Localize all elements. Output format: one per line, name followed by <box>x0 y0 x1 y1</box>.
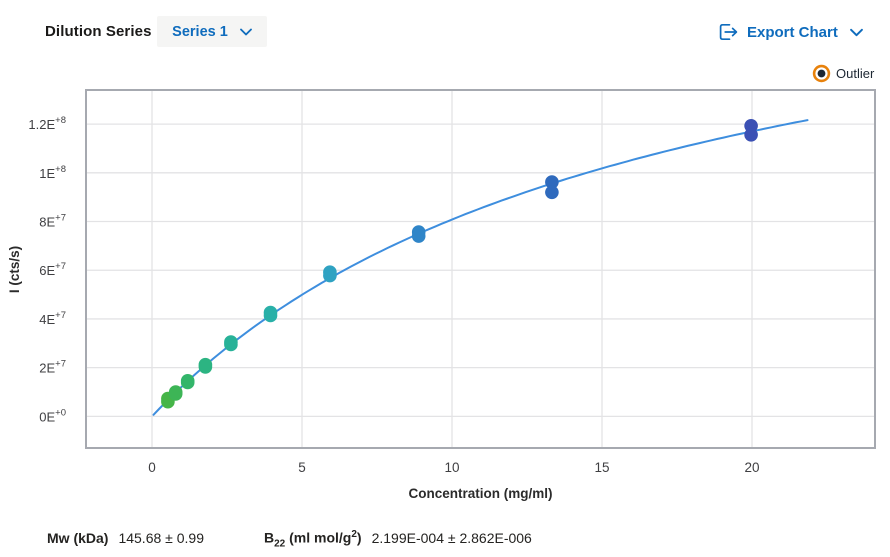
x-axis-title: Concentration (mg/ml) <box>408 486 553 501</box>
x-tick-label: 15 <box>594 460 609 475</box>
mw-label: Mw (kDa) <box>47 529 109 546</box>
data-point[interactable] <box>545 185 559 200</box>
y-tick-label: 2E+7 <box>39 359 66 376</box>
mw-value: 145.68 ± 0.99 <box>118 529 204 546</box>
series-selector-value: Series 1 <box>172 23 228 40</box>
export-chart-button[interactable]: Export Chart <box>716 18 863 46</box>
b22-label: B22 (ml mol/g2) <box>263 529 362 550</box>
y-axis-title: I (cts/s) <box>7 245 23 293</box>
legend-outlier-label: Outlier <box>836 65 875 81</box>
page-title: Dilution Series <box>45 23 152 40</box>
b22-value: 2.199E-004 ± 2.862E-006 <box>371 529 532 546</box>
y-tick-label: 4E+7 <box>39 310 66 327</box>
fit-curve <box>152 119 809 416</box>
chevron-down-icon <box>239 28 252 35</box>
export-arrow-icon <box>719 23 738 41</box>
y-tick-label: 1.2E+8 <box>28 115 66 132</box>
legend-outlier-toggle[interactable]: Outlier <box>812 63 874 83</box>
y-tick-label: 8E+7 <box>39 213 66 230</box>
data-point[interactable] <box>198 360 213 374</box>
y-tick-label: 1E+8 <box>39 164 66 181</box>
chevron-down-icon[interactable] <box>849 28 863 37</box>
series-selector-dropdown[interactable]: Series 1 <box>157 16 267 47</box>
y-tick-label: 6E+7 <box>39 261 66 278</box>
plot-border <box>85 89 876 449</box>
data-point[interactable] <box>744 128 758 142</box>
fit-results-row: Mw (kDa) 145.68 ± 0.99 B22 (ml mol/g2) 2… <box>47 529 532 549</box>
data-point[interactable] <box>323 268 337 283</box>
data-point[interactable] <box>224 337 238 352</box>
outlier-marker-icon <box>812 64 831 82</box>
x-tick-label: 5 <box>298 460 306 475</box>
x-tick-label: 20 <box>744 460 759 475</box>
y-tick-label: 0E+0 <box>39 407 66 424</box>
data-point[interactable] <box>411 229 426 243</box>
x-tick-label: 0 <box>148 460 156 475</box>
data-point[interactable] <box>180 375 195 390</box>
data-point[interactable] <box>168 387 183 401</box>
dilution-series-chart: 0E+0 2E+7 4E+7 6E+7 8E+7 1E+8 1.2E+8 0 5 10 15 20 <box>28 89 876 475</box>
export-chart-label: Export Chart <box>747 23 838 41</box>
data-point[interactable] <box>263 308 278 323</box>
x-tick-label: 10 <box>444 460 459 475</box>
data-point[interactable] <box>545 175 559 189</box>
